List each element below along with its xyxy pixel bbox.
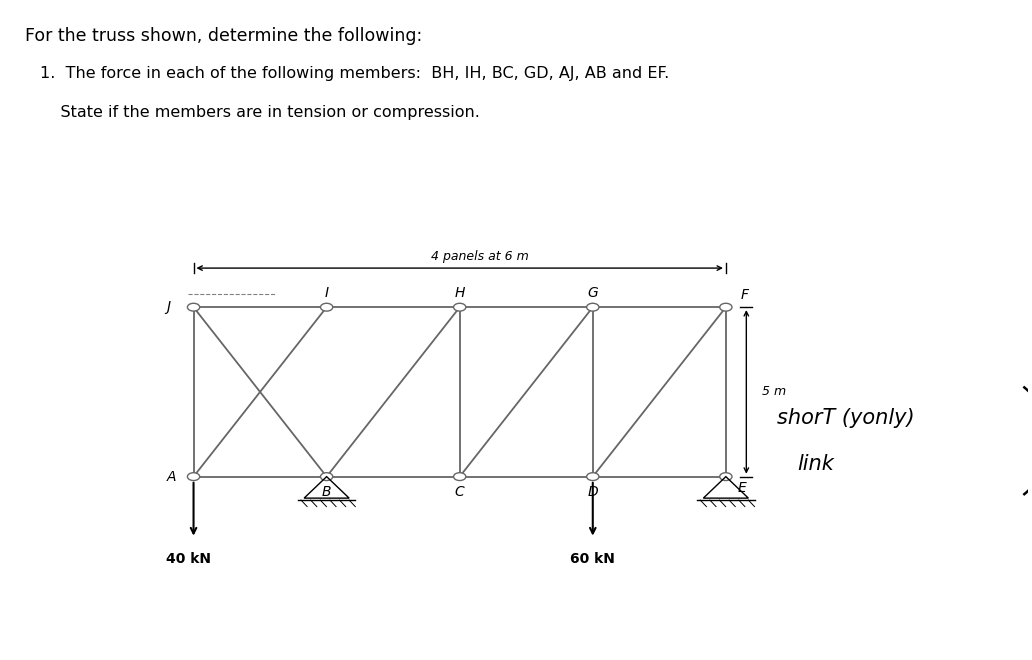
Text: shorT (yonly): shorT (yonly) (777, 408, 914, 428)
Text: G: G (587, 286, 599, 300)
Text: 40 kN: 40 kN (166, 552, 211, 566)
Circle shape (321, 473, 332, 480)
Text: J: J (166, 300, 170, 314)
Text: C: C (455, 485, 464, 499)
Text: B: B (322, 485, 331, 499)
Text: H: H (454, 286, 464, 300)
Text: 4 panels at 6 m: 4 panels at 6 m (431, 250, 529, 263)
Circle shape (453, 473, 465, 480)
Text: D: D (587, 485, 599, 499)
Circle shape (719, 473, 732, 480)
Text: link: link (798, 453, 835, 474)
Text: For the truss shown, determine the following:: For the truss shown, determine the follo… (25, 27, 422, 45)
Text: 1.  The force in each of the following members:  BH, IH, BC, GD, AJ, AB and EF.: 1. The force in each of the following me… (40, 66, 669, 81)
Circle shape (586, 473, 599, 480)
Circle shape (719, 304, 732, 311)
Text: F: F (740, 288, 748, 302)
Circle shape (188, 473, 199, 480)
Circle shape (586, 304, 599, 311)
Text: I: I (324, 286, 328, 300)
Text: 5 m: 5 m (762, 385, 785, 399)
Text: 60 kN: 60 kN (571, 552, 615, 566)
Text: E: E (738, 481, 746, 496)
Text: State if the members are in tension or compression.: State if the members are in tension or c… (40, 105, 480, 120)
Circle shape (321, 304, 332, 311)
Text: A: A (166, 470, 175, 484)
Circle shape (453, 304, 465, 311)
Circle shape (188, 304, 199, 311)
